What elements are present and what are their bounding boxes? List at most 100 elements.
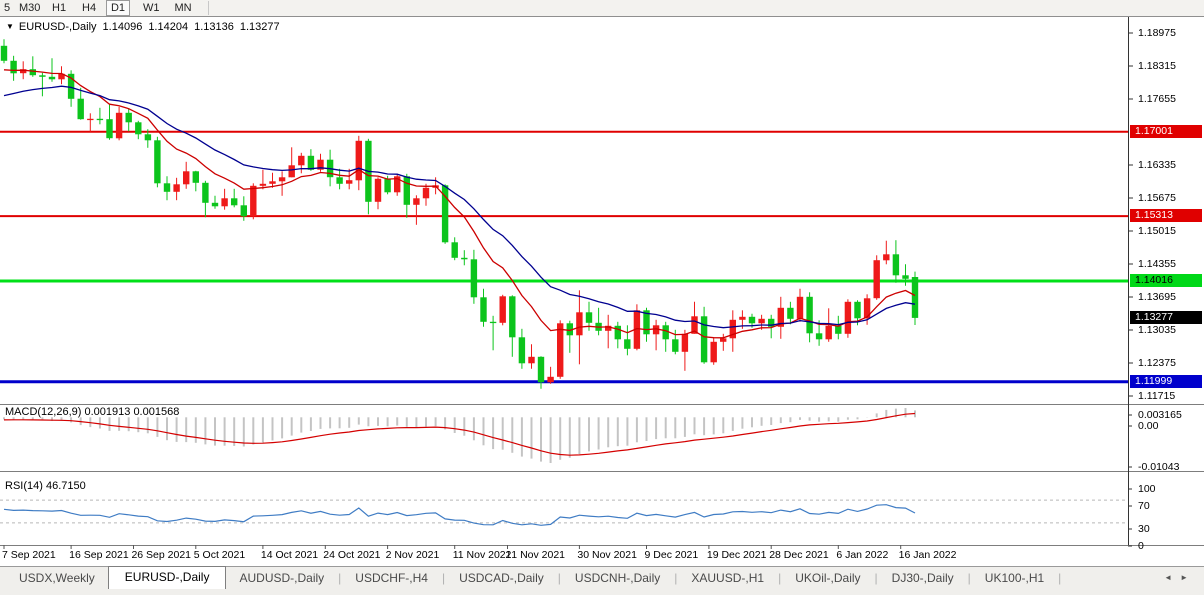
date-axis-label: 5 Oct 2021 — [193, 549, 246, 561]
candle — [10, 60, 17, 74]
timeframe-button-h4[interactable]: H4 — [82, 2, 97, 14]
chart-tab-usdchf-h4[interactable]: USDCHF-,H4 — [355, 571, 428, 585]
date-axis-label: 21 Nov 2021 — [505, 549, 566, 561]
tab-separator: | — [967, 571, 971, 585]
candle — [681, 333, 689, 352]
candle — [144, 134, 152, 141]
symbol-dropdown-icon[interactable]: ▼ — [6, 22, 14, 31]
candle — [518, 337, 526, 364]
candle — [269, 181, 276, 184]
price-axis-label: 1.15015 — [1138, 225, 1176, 237]
chart-tab-usdcnh-daily[interactable]: USDCNH-,Daily — [574, 571, 661, 585]
chart-tab-usdx-weekly[interactable]: USDX,Weekly — [19, 571, 95, 585]
candle — [566, 323, 573, 336]
timeframe-button-w1[interactable]: W1 — [143, 2, 160, 14]
candle — [883, 254, 890, 261]
candle — [58, 73, 65, 80]
candle — [835, 325, 842, 334]
candle — [557, 323, 564, 377]
candle — [374, 178, 382, 202]
price-axis-label: 1.13035 — [1138, 324, 1176, 336]
chart-tab-audusd-daily[interactable]: AUDUSD-,Daily — [239, 571, 325, 585]
candle — [652, 325, 660, 335]
date-axis-label: 16 Sep 2021 — [69, 549, 129, 561]
level-price-label: 1.15313 — [1130, 209, 1202, 223]
timeframe-button-5[interactable]: 5 — [4, 2, 11, 14]
date-axis-label: 6 Jan 2022 — [836, 549, 889, 561]
macd-axis-label: -0.01043 — [1138, 461, 1180, 473]
tab-scroll-left-icon[interactable]: ◄ — [1164, 573, 1181, 582]
chart-tab-eurusd-daily[interactable]: EURUSD-,Daily — [107, 566, 227, 589]
candle — [250, 185, 257, 217]
price-axis-label: 1.11715 — [1138, 390, 1176, 402]
tab-separator: | — [1058, 571, 1062, 585]
candle — [202, 182, 209, 203]
price-axis-label: 1.12375 — [1138, 357, 1176, 369]
candle — [384, 178, 391, 193]
date-axis-label: 19 Dec 2021 — [706, 549, 767, 561]
date-axis-label: 11 Nov 2021 — [452, 549, 512, 561]
tab-scroll-right-icon[interactable]: ► — [1180, 573, 1196, 582]
tab-separator: | — [338, 571, 342, 585]
candle — [691, 316, 698, 334]
candle — [298, 155, 305, 166]
candle — [20, 69, 27, 74]
rsi-axis-label: 70 — [1138, 500, 1150, 512]
timeframe-button-m30[interactable]: M30 — [19, 2, 41, 14]
price-axis-label: 1.15675 — [1138, 192, 1176, 204]
tab-separator: | — [674, 571, 678, 585]
candle — [67, 73, 75, 99]
candle — [700, 316, 708, 363]
candle — [672, 339, 679, 352]
timeframe-button-h1[interactable]: H1 — [52, 2, 67, 14]
candle — [259, 183, 267, 186]
ma-fast-line — [3, 69, 916, 339]
tab-separator: | — [441, 571, 446, 585]
timeframe-button-d1[interactable]: D1 — [106, 0, 130, 16]
chart-tab-usdcad-daily[interactable]: USDCAD-,Daily — [459, 571, 544, 585]
level-price-label: 1.11999 — [1130, 374, 1202, 388]
chart-tab-uk100-h1[interactable]: UK100-,H1 — [984, 571, 1045, 585]
candle — [892, 254, 900, 276]
date-axis-label: 14 Oct 2021 — [260, 549, 319, 561]
rsi-axis-label: 30 — [1138, 523, 1150, 535]
candle — [413, 198, 420, 205]
date-axis-label: 2 Nov 2021 — [385, 549, 440, 561]
candle — [125, 112, 132, 123]
candle — [489, 321, 497, 324]
chart-tab-xauusd-h1[interactable]: XAUUSD-,H1 — [691, 571, 765, 585]
rsi-axis-label: 0 — [1138, 540, 1144, 552]
candle — [422, 187, 430, 199]
toolbar-separator — [208, 1, 209, 15]
date-axis-label: 24 Oct 2021 — [323, 549, 381, 561]
candle — [873, 260, 880, 299]
candle — [470, 259, 478, 298]
ohlc-open: 1.14096 — [102, 20, 143, 33]
chart-tab-bar: USDX,Weekly EURUSD-,Daily AUDUSD-,Daily | US… — [0, 566, 1204, 589]
candle — [441, 185, 449, 243]
candle — [346, 180, 353, 184]
macd-signal-value: 0.001568 — [133, 406, 180, 418]
candle — [461, 257, 468, 260]
candle — [537, 356, 545, 383]
candle — [585, 312, 593, 323]
date-axis-label: 7 Sep 2021 — [2, 549, 56, 561]
timeframe-button-mn[interactable]: MN — [174, 2, 192, 14]
chart-tab-ukoil-daily[interactable]: UKOil-,Daily — [795, 571, 861, 585]
candle — [403, 176, 410, 205]
candle — [231, 198, 238, 206]
candle — [662, 325, 669, 340]
ohlc-high: 1.14204 — [148, 20, 189, 33]
price-axis-label: 1.16335 — [1138, 159, 1176, 171]
candle — [154, 140, 161, 184]
price-axis-label: 1.18315 — [1138, 60, 1176, 72]
candle — [729, 319, 736, 339]
tab-separator: | — [874, 571, 878, 585]
timeframe-toolbar: 5 M30 H1 H4 D1 W1 MN — [0, 0, 1204, 17]
chart-tab-dj30-daily[interactable]: DJ30-,Daily — [891, 571, 954, 585]
price-axis-label: 1.18975 — [1138, 27, 1176, 39]
candle — [739, 316, 746, 320]
candle — [173, 184, 180, 192]
